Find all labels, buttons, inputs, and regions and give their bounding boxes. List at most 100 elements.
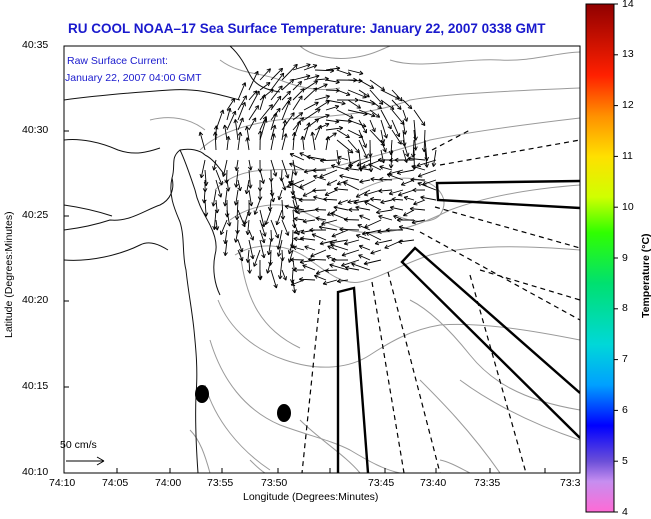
current-vector: [284, 205, 305, 211]
current-vector-head: [393, 215, 397, 220]
current-vector: [358, 129, 367, 148]
current-vector-head: [388, 150, 392, 155]
current-vector: [303, 87, 318, 101]
current-vector: [281, 100, 290, 121]
current-vector: [319, 169, 338, 178]
current-vector-head: [313, 175, 317, 180]
current-vector: [355, 206, 371, 211]
current-vector-head: [358, 245, 363, 250]
current-vector-head: [288, 91, 291, 96]
current-vector-head: [275, 112, 278, 117]
current-vector-head: [398, 239, 402, 243]
current-vector-head: [345, 167, 350, 172]
current-vector: [215, 169, 223, 186]
current-vector-head: [233, 119, 236, 124]
current-vector-head: [223, 251, 226, 256]
current-vector-head: [409, 208, 414, 212]
current-vector: [325, 79, 340, 83]
current-vector-head: [281, 85, 283, 90]
current-vector: [281, 219, 289, 236]
current-vector: [226, 107, 231, 121]
current-vector-head: [262, 233, 266, 237]
current-vector-head: [259, 276, 263, 281]
current-vector-head: [263, 238, 266, 243]
current-vector-head: [229, 107, 232, 113]
current-vector-head: [286, 90, 291, 93]
current-vector-head: [277, 234, 280, 239]
current-vector-head: [347, 74, 352, 76]
current-vector-head: [335, 66, 341, 69]
current-vector: [358, 167, 371, 171]
current-vector-head: [374, 240, 379, 245]
y-tick-label: 40:35: [22, 39, 49, 51]
current-vector-head: [385, 148, 387, 153]
current-vector-head: [341, 252, 346, 256]
current-vector-head: [417, 173, 422, 177]
current-vector: [310, 249, 327, 257]
current-vector-head: [384, 244, 388, 249]
current-vector-head: [302, 192, 306, 197]
current-vector-head: [336, 278, 341, 282]
current-vector-head: [377, 231, 382, 234]
current-vector: [286, 179, 305, 188]
current-vector-head: [410, 179, 415, 182]
current-vector-head: [345, 267, 349, 271]
current-vector: [331, 229, 349, 238]
current-vector-head: [372, 112, 376, 117]
current-vector-head: [290, 257, 295, 261]
current-vector-head: [353, 202, 358, 205]
colorbar-tick-label: 12: [622, 99, 634, 111]
current-vector-head: [312, 190, 317, 193]
map-frame: [63, 45, 581, 474]
current-vector: [248, 90, 258, 101]
current-vector-head: [353, 77, 358, 81]
current-vector-head: [426, 163, 429, 168]
current-vector-head: [404, 153, 409, 158]
current-vector-head: [263, 179, 265, 184]
current-vector-head: [327, 245, 331, 250]
current-vector: [331, 164, 349, 171]
current-vector: [336, 69, 352, 76]
current-vector-head: [347, 121, 352, 124]
current-vector-head: [385, 229, 390, 233]
current-vector: [347, 69, 364, 75]
current-vector-head: [357, 224, 361, 229]
map-title: RU COOL NOAA–17 Sea Surface Temperature:…: [68, 21, 546, 36]
current-vector-head: [389, 108, 394, 110]
current-vector: [325, 127, 343, 131]
current-vector-head: [341, 265, 346, 267]
current-vector-head: [400, 181, 405, 186]
current-vector: [292, 219, 300, 236]
current-vector-head: [416, 165, 421, 168]
current-vector-head: [379, 104, 382, 109]
buoy-marker-west: [195, 385, 209, 403]
current-vector-head: [377, 229, 382, 233]
current-vector: [326, 255, 338, 261]
current-vector-head: [378, 190, 383, 194]
current-vector: [259, 118, 267, 141]
current-vector: [327, 209, 338, 216]
current-vector: [312, 189, 327, 192]
current-vector-head: [333, 205, 338, 208]
current-vector-head: [239, 132, 243, 137]
current-vector: [204, 199, 207, 217]
current-vector-head: [307, 64, 311, 68]
current-vector: [314, 100, 330, 111]
current-vector-head: [388, 190, 393, 195]
current-vector-head: [244, 102, 246, 107]
current-vector-head: [383, 134, 388, 139]
current-vector-head: [266, 68, 271, 71]
colorbar-tick-label: 8: [622, 302, 628, 314]
current-vector: [259, 88, 274, 101]
current-vector: [402, 119, 406, 135]
current-vector-head: [267, 270, 271, 274]
current-vector-head: [289, 101, 291, 106]
current-vector: [344, 239, 360, 245]
current-vector-head: [339, 127, 344, 131]
colorbar-tick-label: 5: [622, 455, 628, 467]
current-vector-head: [331, 164, 336, 166]
current-vector-head: [279, 275, 283, 280]
colorbar-tick-label: 7: [622, 353, 628, 365]
current-vector: [336, 119, 352, 122]
current-vector-head: [365, 232, 369, 237]
